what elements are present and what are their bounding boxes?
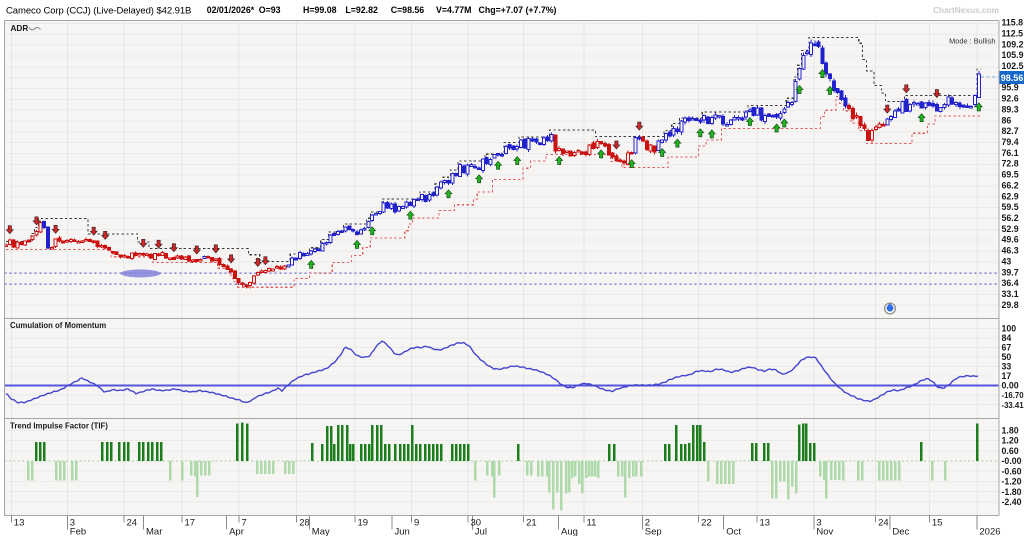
svg-text:102.5: 102.5 [1002, 61, 1024, 71]
svg-text:49.6: 49.6 [1002, 235, 1019, 245]
svg-text:-0.00: -0.00 [1002, 456, 1022, 466]
svg-text:2026: 2026 [979, 527, 1000, 536]
svg-text:105.9: 105.9 [1002, 50, 1024, 60]
svg-text:24: 24 [127, 518, 138, 529]
svg-text:2: 2 [645, 518, 650, 529]
svg-text:Chg=+7.07 (+7.7%): Chg=+7.07 (+7.7%) [479, 5, 557, 15]
svg-text:24: 24 [878, 518, 889, 529]
svg-text:Mode : Bullish: Mode : Bullish [949, 37, 995, 46]
svg-text:Dec: Dec [892, 527, 909, 536]
svg-text:11: 11 [587, 518, 597, 529]
svg-text:-16.709: -16.709 [1002, 391, 1024, 400]
svg-text:67: 67 [1002, 343, 1012, 353]
svg-text:72.8: 72.8 [1002, 159, 1019, 169]
svg-text:Cameco Corp (CCJ) (Live-Delaye: Cameco Corp (CCJ) (Live-Delayed) $42.91B [6, 6, 191, 17]
svg-text:46.3: 46.3 [1002, 246, 1019, 256]
svg-text:59.5: 59.5 [1002, 202, 1019, 212]
svg-text:Jul: Jul [475, 527, 487, 536]
svg-text:86: 86 [1002, 115, 1012, 125]
svg-text:69.5: 69.5 [1002, 170, 1019, 180]
svg-text:84: 84 [1002, 333, 1012, 343]
svg-text:-2.40: -2.40 [1002, 497, 1022, 507]
svg-text:29.8: 29.8 [1002, 300, 1019, 310]
svg-text:9: 9 [414, 518, 419, 529]
svg-text:19: 19 [358, 518, 369, 529]
svg-text:100: 100 [1002, 324, 1017, 334]
svg-text:-0.60: -0.60 [1002, 466, 1022, 476]
svg-text:C=98.56: C=98.56 [391, 5, 425, 15]
svg-text:36.4: 36.4 [1002, 278, 1019, 288]
svg-text:May: May [312, 527, 330, 536]
svg-text:-1.80: -1.80 [1002, 487, 1022, 497]
svg-text:-1.20: -1.20 [1002, 477, 1022, 487]
svg-text:ChartNexus.com: ChartNexus.com [933, 5, 999, 15]
svg-text:17: 17 [1002, 371, 1012, 381]
svg-text:33: 33 [1002, 362, 1012, 372]
svg-text:Trend Impulse Factor (TIF): Trend Impulse Factor (TIF) [10, 422, 108, 431]
svg-text:Oct: Oct [726, 527, 741, 536]
svg-text:Aug: Aug [561, 527, 578, 536]
svg-text:13: 13 [14, 518, 25, 529]
svg-text:50: 50 [1002, 352, 1012, 362]
svg-text:Nov: Nov [816, 527, 833, 536]
svg-text:13: 13 [760, 518, 771, 529]
svg-text:0.60: 0.60 [1002, 446, 1019, 456]
svg-text:Sep: Sep [645, 527, 662, 536]
svg-text:56.2: 56.2 [1002, 213, 1019, 223]
svg-text:3: 3 [816, 518, 821, 529]
svg-text:92.6: 92.6 [1002, 94, 1019, 104]
svg-text:89.3: 89.3 [1002, 104, 1019, 114]
svg-text:0.00: 0.00 [1002, 381, 1019, 391]
svg-text:76.1: 76.1 [1002, 148, 1019, 158]
svg-text:1.80: 1.80 [1002, 426, 1019, 436]
svg-text:28: 28 [299, 518, 310, 529]
svg-text:30: 30 [471, 518, 482, 529]
svg-text:95.9: 95.9 [1002, 83, 1019, 93]
svg-text:21: 21 [526, 518, 537, 529]
svg-text:15: 15 [932, 518, 943, 529]
svg-text:115.8: 115.8 [1002, 18, 1024, 28]
svg-text:02/01/2026*: 02/01/2026* [207, 5, 255, 15]
svg-text:33.1: 33.1 [1002, 289, 1019, 299]
svg-text:-33.417: -33.417 [1002, 401, 1024, 410]
svg-text:62.9: 62.9 [1002, 191, 1019, 201]
svg-text:66.2: 66.2 [1002, 180, 1019, 190]
svg-text:112.5: 112.5 [1002, 29, 1024, 39]
svg-text:22: 22 [701, 518, 712, 529]
svg-text:39.7: 39.7 [1002, 267, 1019, 277]
svg-text:Feb: Feb [70, 527, 86, 536]
svg-text:7: 7 [242, 518, 247, 529]
svg-text:Jun: Jun [395, 527, 410, 536]
svg-text:O=93: O=93 [259, 5, 281, 15]
svg-text:82.7: 82.7 [1002, 126, 1019, 136]
svg-text:Mar: Mar [146, 527, 162, 536]
svg-text:109.2: 109.2 [1002, 39, 1024, 49]
svg-text:79.4: 79.4 [1002, 137, 1019, 147]
svg-text:52.9: 52.9 [1002, 224, 1019, 234]
svg-text:43: 43 [1002, 256, 1012, 266]
svg-text:L=92.82: L=92.82 [345, 5, 378, 15]
svg-text:3: 3 [70, 518, 75, 529]
svg-text:H=99.08: H=99.08 [303, 5, 337, 15]
svg-text:ADR: ADR [11, 24, 29, 33]
svg-text:98.56: 98.56 [1001, 73, 1024, 83]
svg-text:1.20: 1.20 [1002, 436, 1019, 446]
svg-text:Cumulation of Momentum: Cumulation of Momentum [10, 321, 106, 330]
svg-text:Apr: Apr [229, 527, 244, 536]
svg-text:17: 17 [185, 518, 196, 529]
svg-text:V=4.77M: V=4.77M [436, 5, 471, 15]
